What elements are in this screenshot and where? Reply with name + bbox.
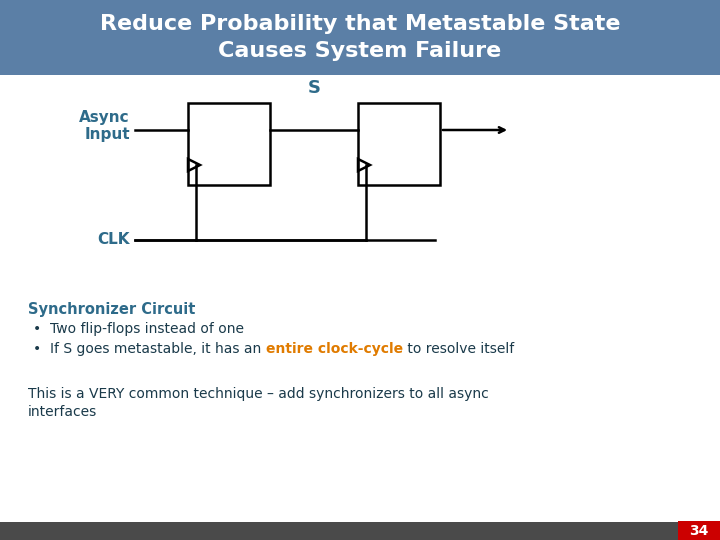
Text: •  Two flip-flops instead of one: • Two flip-flops instead of one xyxy=(33,322,244,336)
Bar xyxy=(0,0,720,75)
Text: to resolve itself: to resolve itself xyxy=(402,342,514,356)
Text: Async
Input: Async Input xyxy=(79,110,130,142)
Text: •  If S goes metastable, it has an: • If S goes metastable, it has an xyxy=(33,342,266,356)
Bar xyxy=(678,521,720,540)
Text: CLK: CLK xyxy=(97,233,130,247)
Bar xyxy=(358,103,440,185)
Text: 34: 34 xyxy=(689,524,708,538)
Text: Causes System Failure: Causes System Failure xyxy=(218,41,502,61)
Text: Reduce Probability that Metastable State: Reduce Probability that Metastable State xyxy=(100,14,620,34)
Text: Synchronizer Circuit: Synchronizer Circuit xyxy=(28,302,195,317)
Bar xyxy=(188,103,270,185)
Text: This is a VERY common technique – add synchronizers to all async
interfaces: This is a VERY common technique – add sy… xyxy=(28,387,489,420)
Bar xyxy=(0,522,720,540)
Text: entire clock-cycle: entire clock-cycle xyxy=(266,342,402,356)
Text: S: S xyxy=(307,79,320,97)
